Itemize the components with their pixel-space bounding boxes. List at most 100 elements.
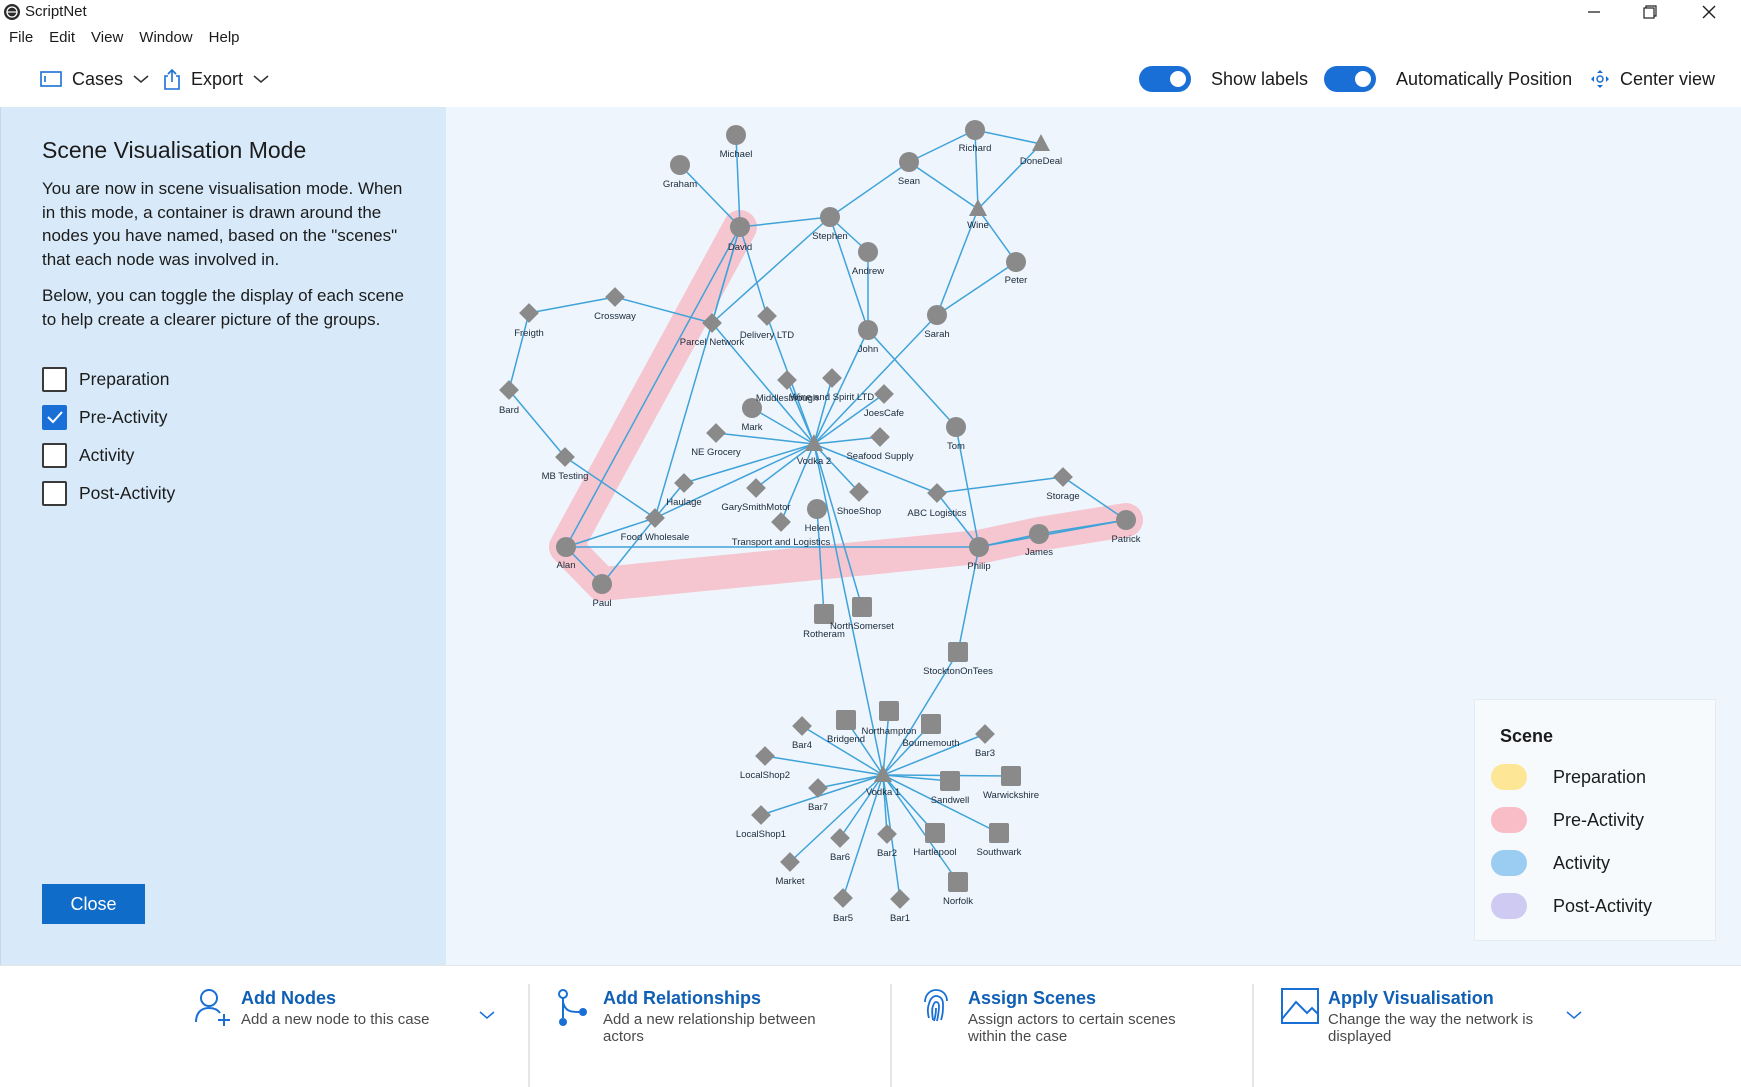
edge-john-tom[interactable]: [867, 329, 957, 428]
edge-vodka1-bar3[interactable]: [882, 733, 986, 776]
node-norfolk[interactable]: [948, 872, 968, 892]
node-northsomerset[interactable]: [852, 597, 872, 617]
edge-storage-patrick[interactable]: [1062, 476, 1127, 521]
edge-richard-wine[interactable]: [974, 129, 979, 210]
node-negrocery[interactable]: [706, 423, 726, 443]
edge-vodka1-market[interactable]: [789, 774, 884, 863]
edge-tom-philip[interactable]: [955, 426, 980, 548]
edge-vodka1-norfolk[interactable]: [882, 774, 959, 883]
restore-button[interactable]: [1627, 0, 1673, 24]
node-richard[interactable]: [965, 120, 985, 140]
edge-stephen-sean[interactable]: [829, 161, 910, 218]
edge-bard-mbtesting[interactable]: [508, 389, 566, 458]
edge-james-patrick[interactable]: [1038, 519, 1127, 535]
node-bar5[interactable]: [833, 888, 853, 908]
node-bar3[interactable]: [975, 724, 995, 744]
node-freigth[interactable]: [519, 303, 539, 323]
node-paul[interactable]: [592, 574, 612, 594]
edge-alan-foodwholesale[interactable]: [565, 517, 656, 548]
add-nodes-command[interactable]: Add Nodes Add a new node to this case: [194, 988, 494, 1068]
node-joescafe[interactable]: [874, 384, 894, 404]
edge-transport-vodka2[interactable]: [780, 443, 815, 523]
menu-edit[interactable]: Edit: [49, 29, 76, 46]
node-alan[interactable]: [556, 537, 576, 557]
node-hartlepool[interactable]: [925, 823, 945, 843]
node-delivery[interactable]: [757, 306, 777, 326]
show-labels-toggle[interactable]: Show labels: [1139, 64, 1308, 94]
node-southwark[interactable]: [989, 823, 1009, 843]
edge-haulage-vodka2[interactable]: [683, 443, 815, 484]
edge-michael-david[interactable]: [735, 134, 741, 228]
node-donedeal[interactable]: [1032, 134, 1050, 151]
node-transport[interactable]: [771, 512, 791, 532]
edge-graham-david[interactable]: [679, 164, 741, 228]
node-bar7[interactable]: [808, 778, 828, 798]
apply-visualisation-command[interactable]: Apply Visualisation Change the way the n…: [1281, 988, 1581, 1068]
close-window-button[interactable]: [1686, 0, 1732, 24]
edge-helen-rotheram[interactable]: [816, 508, 825, 615]
node-andrew[interactable]: [858, 242, 878, 262]
menu-window[interactable]: Window: [139, 29, 193, 46]
scene-toggle-pre-activity[interactable]: Pre-Activity: [42, 404, 167, 430]
edge-david-delivery[interactable]: [739, 226, 768, 317]
node-sarah[interactable]: [927, 305, 947, 325]
node-michael[interactable]: [726, 125, 746, 145]
edge-vodka1-bar5[interactable]: [842, 774, 884, 899]
edge-stephen-john[interactable]: [829, 216, 869, 331]
add-nodes-chevron-down-icon[interactable]: [479, 1010, 495, 1020]
edge-vodka1-sandwell[interactable]: [882, 774, 951, 782]
edge-david-alan[interactable]: [565, 226, 741, 548]
checkbox[interactable]: [42, 442, 67, 468]
checkbox[interactable]: [42, 404, 67, 430]
scene-toggle-activity[interactable]: Activity: [42, 442, 134, 468]
edge-vodka1-southwark[interactable]: [882, 774, 1000, 834]
center-view-button[interactable]: Center view: [1590, 64, 1715, 94]
edge-mark-vodka2[interactable]: [751, 407, 815, 445]
node-bar2[interactable]: [877, 824, 897, 844]
node-david[interactable]: [730, 217, 750, 237]
edge-wineSpirit-vodka2[interactable]: [813, 377, 833, 445]
scene-toggle-post-activity[interactable]: Post-Activity: [42, 480, 175, 506]
node-helen[interactable]: [807, 499, 827, 519]
node-graham[interactable]: [670, 155, 690, 175]
node-philip[interactable]: [969, 537, 989, 557]
node-sandwell[interactable]: [940, 771, 960, 791]
node-tom[interactable]: [946, 417, 966, 437]
edge-negrocery-vodka2[interactable]: [715, 432, 815, 445]
node-warwickshire[interactable]: [1001, 766, 1021, 786]
assign-scenes-command[interactable]: Assign Scenes Assign actors to certain s…: [921, 988, 1241, 1068]
menu-view[interactable]: View: [91, 29, 124, 46]
menu-file[interactable]: File: [9, 29, 34, 46]
edge-donedeal-wine[interactable]: [977, 143, 1042, 210]
edge-wine-sarah[interactable]: [936, 208, 979, 316]
checkbox[interactable]: [42, 480, 67, 506]
node-bridgend[interactable]: [836, 710, 856, 730]
edge-vodka1-localshop2[interactable]: [764, 755, 884, 776]
edge-richard-donedeal[interactable]: [974, 129, 1042, 145]
edge-sean-richard[interactable]: [908, 129, 976, 163]
edge-crossway-parcel[interactable]: [614, 296, 713, 324]
node-bar6[interactable]: [830, 828, 850, 848]
network-graph[interactable]: Michael Graham David Stephen Andrew Sean Richa…: [446, 107, 1741, 965]
node-john[interactable]: [858, 320, 878, 340]
node-peter[interactable]: [1006, 252, 1026, 272]
node-northampton[interactable]: [879, 701, 899, 721]
edge-david-stephen[interactable]: [739, 216, 831, 228]
node-garysmith[interactable]: [746, 478, 766, 498]
node-haulage[interactable]: [674, 473, 694, 493]
edge-stockton-vodka1[interactable]: [882, 651, 959, 776]
edge-middlesbrough-vodka2[interactable]: [786, 379, 815, 445]
close-button[interactable]: Close: [42, 884, 145, 924]
edge-mbtesting-foodwholesale[interactable]: [564, 456, 656, 519]
node-seafood[interactable]: [870, 427, 890, 447]
node-stockton[interactable]: [948, 642, 968, 662]
auto-position-switch[interactable]: [1324, 66, 1376, 92]
node-crossway[interactable]: [605, 287, 625, 307]
node-abc[interactable]: [927, 483, 947, 503]
edge-freigth-bard[interactable]: [508, 312, 530, 391]
node-shoeshop[interactable]: [849, 482, 869, 502]
edge-abc-storage[interactable]: [936, 476, 1064, 494]
menu-help[interactable]: Help: [208, 29, 240, 46]
checkbox[interactable]: [42, 366, 67, 392]
edge-peter-sarah[interactable]: [936, 261, 1017, 316]
